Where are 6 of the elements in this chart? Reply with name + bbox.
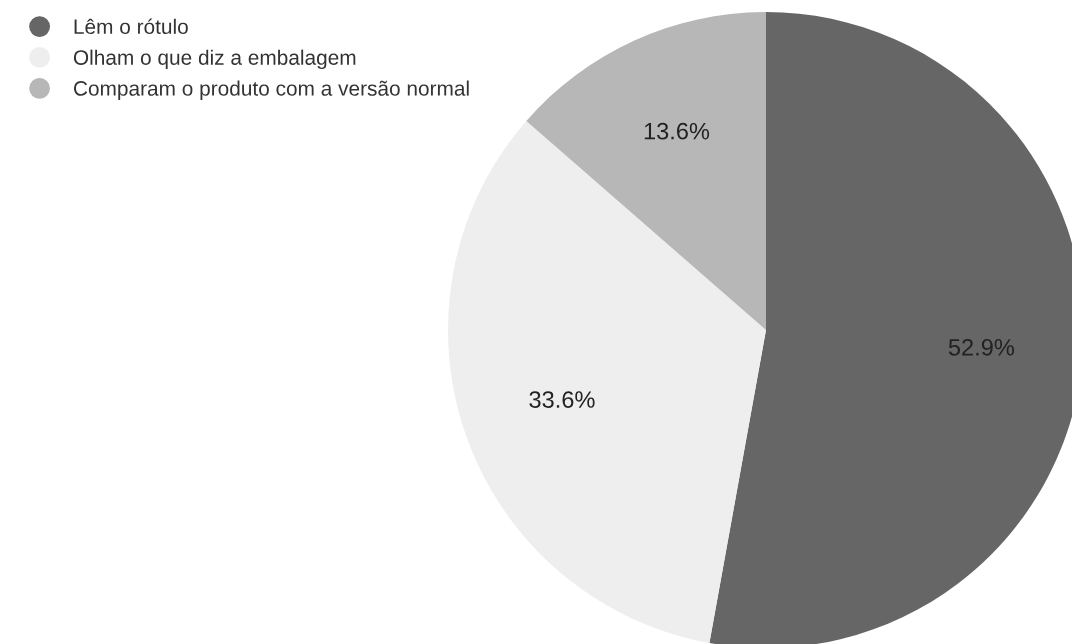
legend-label: Comparam o produto com a versão normal xyxy=(73,80,469,100)
data-label: 52.9% xyxy=(948,338,1015,356)
data-label: 13.6% xyxy=(644,122,710,140)
legend-label: Olham o que diz a embalagem xyxy=(73,49,356,70)
data-label: 33.6% xyxy=(529,391,595,408)
legend-label: Lêm o rótulo xyxy=(74,18,188,35)
